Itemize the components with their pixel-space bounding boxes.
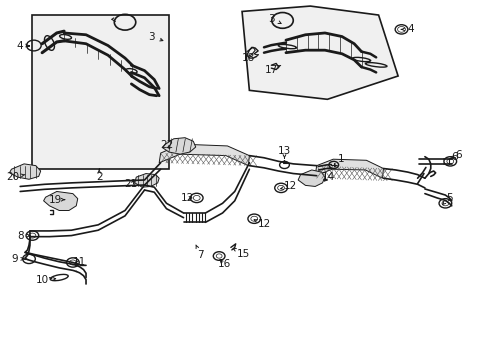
Text: 10: 10 [36, 275, 56, 285]
Text: 18: 18 [241, 53, 258, 63]
Text: 15: 15 [233, 248, 250, 258]
Text: 7: 7 [196, 245, 203, 260]
Text: 13: 13 [277, 145, 290, 158]
Text: 20: 20 [6, 172, 25, 182]
Text: 2: 2 [96, 169, 102, 182]
Text: 16: 16 [217, 259, 230, 269]
Polygon shape [242, 6, 397, 99]
Text: 22: 22 [160, 140, 173, 150]
Text: 6: 6 [448, 150, 461, 160]
Text: 14: 14 [321, 172, 334, 183]
Polygon shape [162, 138, 195, 154]
Text: 9: 9 [11, 254, 24, 264]
Polygon shape [159, 144, 249, 166]
Text: 12: 12 [280, 181, 297, 192]
Text: 4: 4 [17, 41, 29, 50]
Polygon shape [315, 159, 383, 178]
Text: 5: 5 [442, 193, 452, 204]
Text: 12: 12 [180, 193, 193, 203]
Text: 6: 6 [450, 152, 457, 162]
Text: 11: 11 [73, 257, 86, 267]
Text: 19: 19 [49, 195, 64, 205]
Polygon shape [298, 170, 325, 186]
Text: 8: 8 [17, 231, 30, 240]
Polygon shape [43, 192, 78, 211]
Bar [32, 15, 168, 169]
Text: 17: 17 [264, 64, 280, 75]
Polygon shape [135, 174, 159, 187]
Text: 1: 1 [334, 154, 344, 167]
Text: 3: 3 [268, 14, 281, 24]
Polygon shape [9, 164, 41, 179]
Text: 3: 3 [148, 32, 163, 41]
Text: 12: 12 [254, 219, 270, 229]
Text: 21: 21 [124, 179, 138, 189]
Text: 4: 4 [401, 24, 413, 35]
